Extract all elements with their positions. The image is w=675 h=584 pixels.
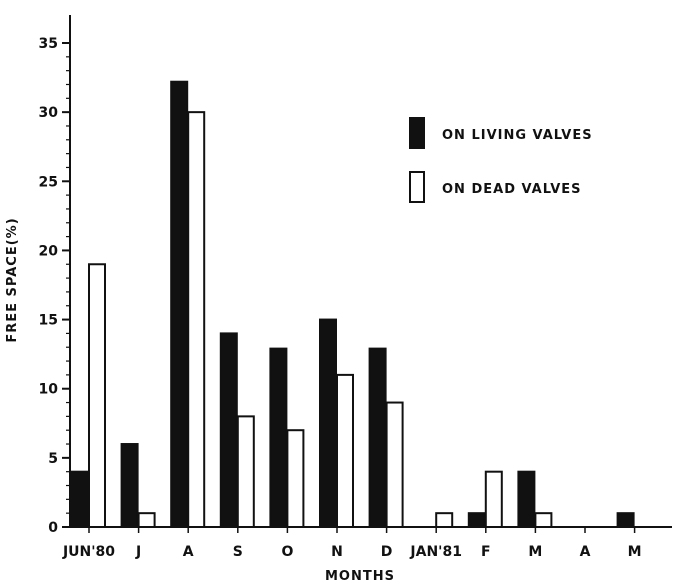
y-tick-label: 25 [39,174,58,190]
y-tick-label: 0 [48,520,58,536]
bar-living-valves [368,347,387,528]
legend-label-living: ON LIVING VALVES [442,128,593,143]
bar-living-valves [319,318,337,529]
y-tick-label: 30 [39,105,59,121]
bar-dead-valves [484,470,503,528]
bar-living-valves [170,80,189,528]
x-tick-label: M [528,544,542,560]
bar-dead-valves [385,401,404,528]
y-tick-label: 35 [39,36,58,52]
x-axis-title: MONTHS [325,569,395,584]
y-ticks: 0 5 10 15 20 25 30 35 [39,36,70,536]
x-tick-label: F [481,544,491,560]
bar-dead-valves [336,373,354,528]
bar-living-valves [71,470,89,528]
bar-dead-valves [187,111,206,529]
x-tick-label: A [580,544,591,560]
x-tick-label: JUN'80 [62,544,115,560]
legend-swatch-living [409,117,425,149]
bar-living-valves [120,443,139,528]
legend-label-dead: ON DEAD VALVES [442,182,582,197]
legend: ON LIVING VALVES ON DEAD VALVES [409,117,593,203]
bar-dead-valves [534,512,553,529]
y-tick-label: 5 [48,451,58,467]
bar-living-valves [616,512,635,529]
x-tick-label: M [628,544,642,560]
x-tick-label: N [331,544,343,560]
bar-dead-valves [88,263,106,528]
y-tick-label: 20 [39,243,59,259]
x-tick-label: JAN'81 [409,544,462,560]
bar-dead-valves [435,512,454,529]
bar-dead-valves [286,429,305,529]
bar-living-valves [269,347,288,528]
bar-living-valves [467,512,486,529]
bar-dead-valves [137,512,156,529]
bars-layer [71,80,635,529]
bar-living-valves [517,470,536,528]
y-tick-label: 10 [39,382,59,398]
axes-layer [69,15,672,528]
legend-swatch-dead [409,171,425,203]
y-axis-title: FREE SPACE(%) [5,217,20,342]
x-ticks: JUN'80 J A S O N D JAN'81 F M A M [62,527,642,560]
x-tick-label: O [281,544,293,560]
x-tick-label: J [135,544,141,560]
x-tick-label: S [233,544,243,560]
x-tick-label: D [381,544,393,560]
y-tick-label: 15 [39,313,58,329]
bar-dead-valves [236,415,255,528]
bar-living-valves [219,332,238,528]
x-tick-label: A [183,544,194,560]
